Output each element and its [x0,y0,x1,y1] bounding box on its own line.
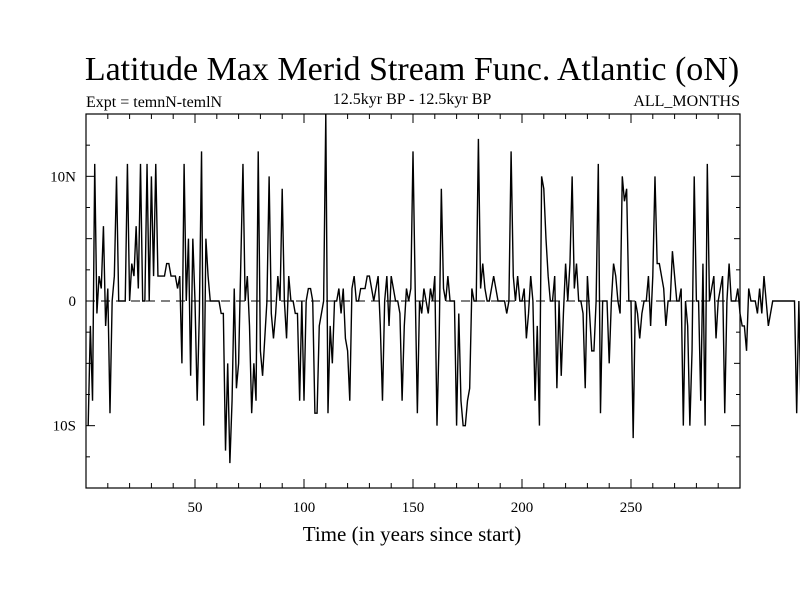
subtitle-left: Expt = temnN-temlN [86,94,223,111]
x-tick-label: 50 [188,500,203,516]
series-line-0 [87,113,800,464]
x-tick-label: 100 [293,500,316,516]
x-axis-label: Time (in years since start) [303,522,522,546]
y-tick-label: 10S [53,419,76,435]
y-tick-label: 10N [50,169,76,185]
x-tick-label: 150 [402,500,425,516]
y-tick-label: 0 [69,294,77,310]
subtitle-center: 12.5kyr BP - 12.5kyr BP [333,91,492,108]
plot-area: 50 100 150 200 250 10N 0 10S [50,113,800,516]
x-tick-label: 250 [620,500,643,516]
chart-title: Latitude Max Merid Stream Func. Atlantic… [85,51,739,88]
x-tick-label: 200 [511,500,534,516]
subtitle-right: ALL_MONTHS [633,93,740,110]
